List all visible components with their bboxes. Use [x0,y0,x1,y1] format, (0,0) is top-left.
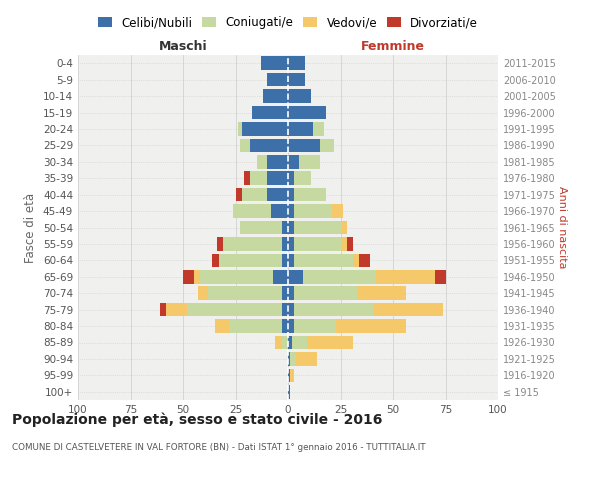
Bar [267,155,288,168]
Bar [288,385,290,398]
Bar [320,138,334,152]
Bar [183,270,193,283]
Bar [252,106,288,119]
Bar [292,336,307,349]
Bar [267,188,288,202]
Bar [332,204,343,218]
Bar [288,73,305,86]
Bar [267,73,288,86]
Text: COMUNE DI CASTELVETERE IN VAL FORTORE (BN) - Dati ISTAT 1° gennaio 2016 - TUTTIT: COMUNE DI CASTELVETERE IN VAL FORTORE (B… [12,442,425,452]
Bar [244,172,250,185]
Legend: Celibi/Nubili, Coniugati/e, Vedovi/e, Divorziati/e: Celibi/Nubili, Coniugati/e, Vedovi/e, Di… [98,16,478,29]
Bar [288,352,290,366]
Bar [376,270,435,283]
Bar [240,221,282,234]
Bar [288,90,311,103]
Y-axis label: Anni di nascita: Anni di nascita [557,186,567,269]
Bar [341,237,347,250]
Text: Femmine: Femmine [361,40,425,52]
Bar [353,254,359,267]
Bar [166,303,187,316]
Bar [271,204,288,218]
Text: Maschi: Maschi [158,40,208,52]
Bar [288,254,295,267]
Bar [217,237,223,250]
Bar [295,303,374,316]
Bar [295,188,326,202]
Bar [288,172,295,185]
Bar [200,270,274,283]
Bar [193,270,200,283]
Bar [198,286,208,300]
Bar [288,138,320,152]
Bar [288,368,290,382]
Bar [235,188,242,202]
Bar [435,270,445,283]
Bar [187,303,282,316]
Bar [282,237,288,250]
Bar [288,188,295,202]
Bar [288,303,295,316]
Bar [250,138,288,152]
Bar [295,172,311,185]
Bar [359,254,370,267]
Bar [337,320,406,333]
Bar [238,122,242,136]
Bar [274,270,288,283]
Bar [282,254,288,267]
Bar [295,286,358,300]
Bar [303,270,376,283]
Bar [288,286,295,300]
Bar [295,254,353,267]
Bar [288,336,292,349]
Bar [288,122,313,136]
Bar [307,336,353,349]
Bar [313,122,324,136]
Bar [282,221,288,234]
Bar [282,320,288,333]
Bar [260,56,288,70]
Bar [295,221,341,234]
Bar [250,172,267,185]
Bar [296,352,317,366]
Bar [374,303,443,316]
Bar [299,155,320,168]
Bar [242,122,288,136]
Bar [295,237,341,250]
Bar [288,221,295,234]
Bar [288,270,303,283]
Bar [160,303,166,316]
Bar [218,254,282,267]
Bar [290,352,296,366]
Bar [257,155,267,168]
Bar [282,286,288,300]
Bar [267,172,288,185]
Y-axis label: Fasce di età: Fasce di età [25,192,37,262]
Bar [341,221,347,234]
Bar [212,254,218,267]
Bar [288,204,295,218]
Bar [295,204,332,218]
Bar [282,336,288,349]
Bar [282,303,288,316]
Bar [263,90,288,103]
Bar [358,286,406,300]
Bar [242,188,267,202]
Bar [240,138,250,152]
Text: Popolazione per età, sesso e stato civile - 2016: Popolazione per età, sesso e stato civil… [12,412,382,427]
Bar [288,320,295,333]
Bar [295,320,337,333]
Bar [229,320,282,333]
Bar [290,368,295,382]
Bar [288,155,299,168]
Bar [208,286,282,300]
Bar [288,56,305,70]
Bar [223,237,282,250]
Bar [347,237,353,250]
Bar [288,237,295,250]
Bar [233,204,271,218]
Bar [275,336,282,349]
Bar [215,320,229,333]
Bar [288,106,326,119]
